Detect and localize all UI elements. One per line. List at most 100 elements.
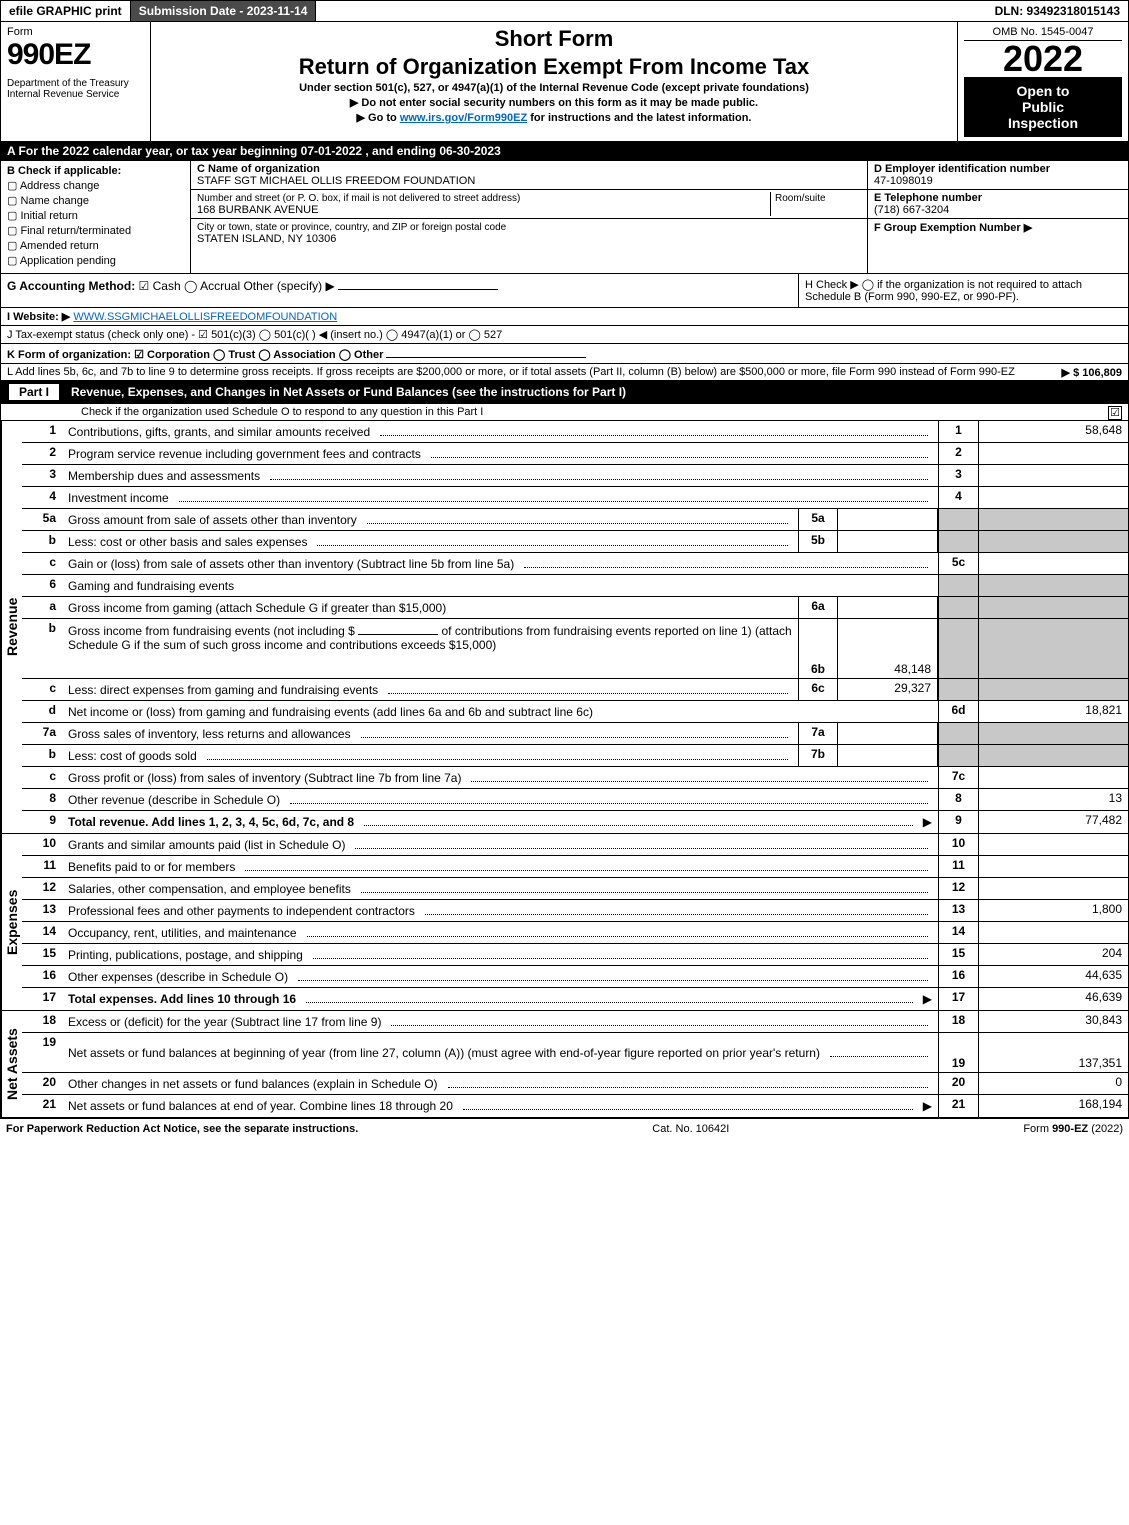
ln5a-num: 5a: [22, 509, 62, 530]
chk-application[interactable]: Application pending: [7, 254, 184, 267]
ln14-num: 14: [22, 922, 62, 943]
ln21-val: 168,194: [978, 1095, 1128, 1117]
efile-print[interactable]: efile GRAPHIC print: [1, 1, 131, 21]
dots: [830, 1049, 928, 1057]
ln6b-refshade: [938, 619, 978, 678]
org-name: STAFF SGT MICHAEL OLLIS FREEDOM FOUNDATI…: [197, 175, 475, 187]
ln17-val: 46,639: [978, 988, 1128, 1010]
top-bar: efile GRAPHIC print Submission Date - 20…: [0, 0, 1129, 22]
ln16-ref: 16: [938, 966, 978, 987]
f-row: F Group Exemption Number ▶: [868, 219, 1128, 236]
ln7b-sub: 7b: [798, 745, 838, 766]
ln12-desc: Salaries, other compensation, and employ…: [68, 882, 351, 896]
ln6b-blank[interactable]: [358, 623, 438, 635]
subtitle: Under section 501(c), 527, or 4947(a)(1)…: [157, 82, 951, 94]
ln9-desc: Total revenue. Add lines 1, 2, 3, 4, 5c,…: [68, 815, 354, 829]
line-7b: b Less: cost of goods sold 7b: [22, 745, 1128, 767]
dln: DLN: 93492318015143: [987, 1, 1128, 21]
line-19: 19 Net assets or fund balances at beginn…: [22, 1033, 1128, 1073]
footer-left: For Paperwork Reduction Act Notice, see …: [6, 1123, 358, 1135]
revenue-lines: 1 Contributions, gifts, grants, and simi…: [22, 421, 1128, 833]
part-i-checkbox[interactable]: ☑: [1108, 406, 1122, 420]
chk-amended[interactable]: Amended return: [7, 239, 184, 252]
ln6b-sv: 48,148: [838, 619, 938, 678]
chk-name[interactable]: Name change: [7, 194, 184, 207]
ssn-warning: ▶ Do not enter social security numbers o…: [157, 96, 951, 109]
ln12-ref: 12: [938, 878, 978, 899]
dots: [245, 863, 928, 871]
inspection-box: Open to Public Inspection: [964, 77, 1122, 137]
part-i-num: Part I: [9, 384, 59, 400]
ln7c-ref: 7c: [938, 767, 978, 788]
insp1: Open to: [968, 83, 1118, 99]
ln3-num: 3: [22, 465, 62, 486]
ln1-ref: 1: [938, 421, 978, 442]
d-row: D Employer identification number 47-1098…: [868, 161, 1128, 190]
chk-final[interactable]: Final return/terminated: [7, 224, 184, 237]
ln15-num: 15: [22, 944, 62, 965]
ln6c-sv: 29,327: [838, 679, 938, 700]
line-18: 18 Excess or (deficit) for the year (Sub…: [22, 1011, 1128, 1033]
netassets-tab: Net Assets: [1, 1011, 22, 1117]
g-other[interactable]: Other (specify) ▶: [243, 279, 334, 293]
ln6b-sub: 6b: [798, 619, 838, 678]
k-text: K Form of organization: ☑ Corporation ◯ …: [7, 349, 383, 361]
street-val: 168 BURBANK AVENUE: [197, 204, 318, 216]
dots: [431, 450, 928, 458]
ln6c-valshade: [978, 679, 1128, 700]
page-footer: For Paperwork Reduction Act Notice, see …: [0, 1118, 1129, 1139]
line-16: 16 Other expenses (describe in Schedule …: [22, 966, 1128, 988]
ln7a-desc: Gross sales of inventory, less returns a…: [68, 727, 351, 741]
line-17: 17 Total expenses. Add lines 10 through …: [22, 988, 1128, 1010]
ln5a-sv: [838, 509, 938, 530]
part-i-title: Revenue, Expenses, and Changes in Net As…: [71, 385, 626, 399]
k-other-blank[interactable]: [386, 346, 586, 358]
ln4-ref: 4: [938, 487, 978, 508]
ln1-num: 1: [22, 421, 62, 442]
line-4: 4 Investment income 4: [22, 487, 1128, 509]
ln8-val: 13: [978, 789, 1128, 810]
ln5c-desc: Gain or (loss) from sale of assets other…: [68, 557, 514, 571]
dots: [313, 951, 928, 959]
dots: [179, 494, 928, 502]
ln3-desc: Membership dues and assessments: [68, 469, 260, 483]
line-5b: b Less: cost or other basis and sales ex…: [22, 531, 1128, 553]
irs-link[interactable]: www.irs.gov/Form990EZ: [400, 112, 527, 124]
dots: [391, 1018, 928, 1026]
expenses-lines: 10 Grants and similar amounts paid (list…: [22, 834, 1128, 1010]
ln21-arrow: ▶: [923, 1099, 932, 1113]
ln17-arrow: ▶: [923, 992, 932, 1006]
chk-initial[interactable]: Initial return: [7, 209, 184, 222]
street-lbl: Number and street (or P. O. box, if mail…: [197, 193, 520, 204]
ln16-desc: Other expenses (describe in Schedule O): [68, 970, 288, 984]
website-link[interactable]: WWW.SSGMICHAELOLLISFREEDOMFOUNDATION: [73, 311, 337, 323]
line-1: 1 Contributions, gifts, grants, and simi…: [22, 421, 1128, 443]
ln5c-ref: 5c: [938, 553, 978, 574]
ln20-num: 20: [22, 1073, 62, 1094]
ln12-num: 12: [22, 878, 62, 899]
g-accrual[interactable]: Accrual: [184, 279, 240, 293]
g-cash[interactable]: Cash: [139, 279, 181, 293]
g-other-blank[interactable]: [338, 278, 498, 290]
ln21-desc: Net assets or fund balances at end of ye…: [68, 1099, 453, 1113]
ln7a-refshade: [938, 723, 978, 744]
ln7a-num: 7a: [22, 723, 62, 744]
city-val: STATEN ISLAND, NY 10306: [197, 233, 336, 245]
footer-right-post: (2022): [1088, 1123, 1123, 1135]
ln2-ref: 2: [938, 443, 978, 464]
line-6: 6 Gaming and fundraising events: [22, 575, 1128, 597]
ln13-desc: Professional fees and other payments to …: [68, 904, 415, 918]
ln6-num: 6: [22, 575, 62, 596]
ln20-desc: Other changes in net assets or fund bala…: [68, 1077, 438, 1091]
line-14: 14 Occupancy, rent, utilities, and maint…: [22, 922, 1128, 944]
chk-address[interactable]: Address change: [7, 179, 184, 192]
footer-right-b: 990-EZ: [1052, 1123, 1088, 1135]
ln7b-valshade: [978, 745, 1128, 766]
dots: [361, 885, 928, 893]
dots: [298, 973, 928, 981]
ln19-num: 19: [22, 1033, 62, 1072]
line-7a: 7a Gross sales of inventory, less return…: [22, 723, 1128, 745]
form-word: Form: [7, 26, 144, 38]
dots: [317, 538, 788, 546]
ln7c-val: [978, 767, 1128, 788]
